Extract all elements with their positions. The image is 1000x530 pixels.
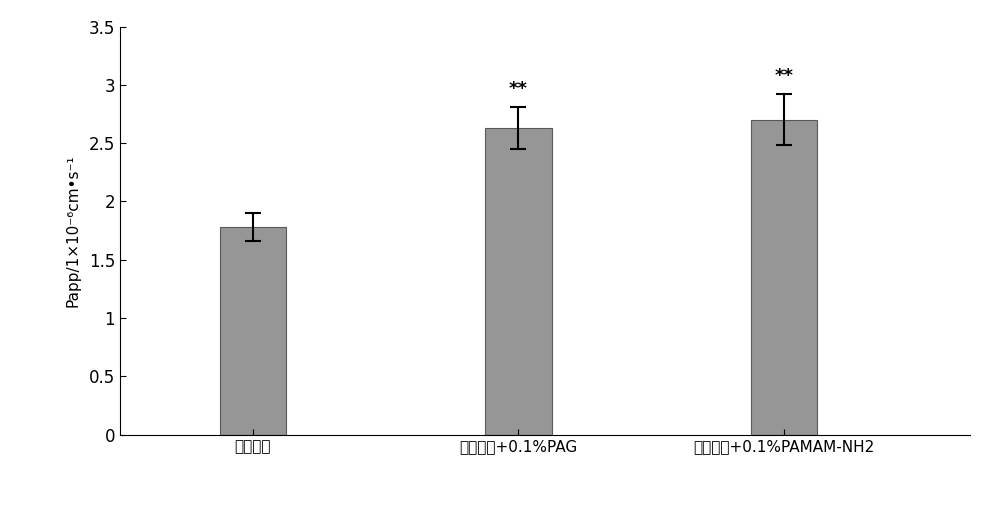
- Text: **: **: [775, 67, 794, 85]
- Bar: [751, 120, 817, 435]
- Y-axis label: Papp/1×10⁻⁶cm•s⁻¹: Papp/1×10⁻⁶cm•s⁻¹: [65, 154, 80, 307]
- Bar: [220, 227, 286, 435]
- Text: **: **: [509, 80, 528, 98]
- Bar: [485, 128, 552, 435]
